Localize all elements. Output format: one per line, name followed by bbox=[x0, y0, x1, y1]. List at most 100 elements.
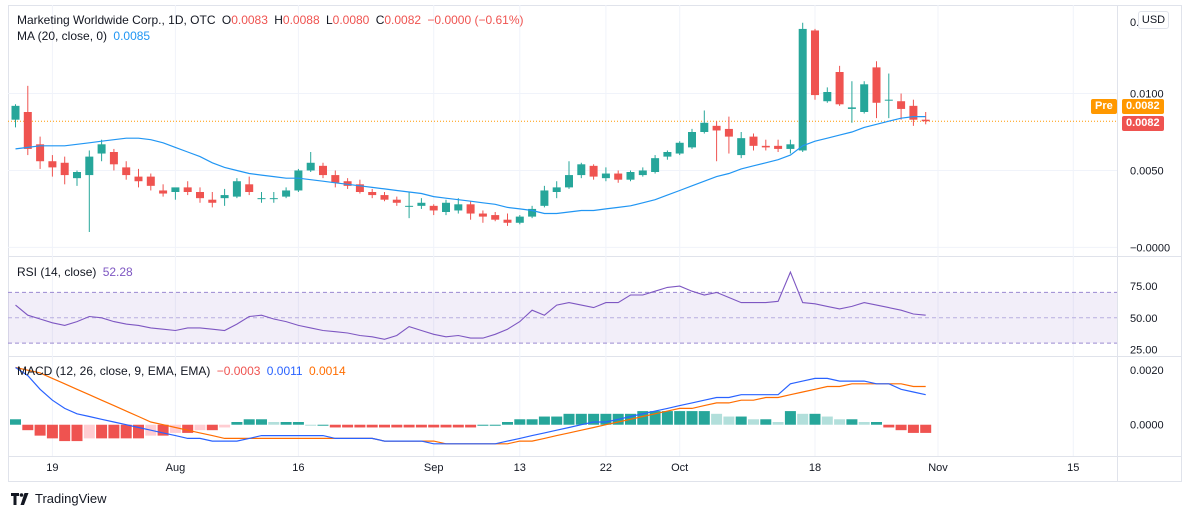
macd-histogram-bar bbox=[563, 413, 575, 425]
macd-legend-macd: 0.0011 bbox=[266, 364, 303, 378]
candle-body bbox=[626, 172, 635, 180]
price-axis-label: −0.0000 bbox=[1130, 242, 1170, 254]
macd-histogram-bar bbox=[883, 424, 895, 428]
ma-line bbox=[15, 115, 926, 215]
rsi-legend-value: 52.28 bbox=[102, 265, 133, 279]
candle-body bbox=[319, 165, 327, 176]
low-value: 0.0080 bbox=[332, 13, 370, 27]
close-label: C bbox=[375, 13, 385, 27]
macd-histogram-bar bbox=[108, 424, 120, 439]
open-value: 0.0083 bbox=[231, 13, 268, 27]
candle-body bbox=[798, 28, 807, 151]
price-axis-label: 0.0050 bbox=[1130, 165, 1164, 177]
macd-histogram-bar bbox=[120, 424, 132, 439]
ma-legend: MA (20, close, 0) 0.0085 bbox=[17, 29, 153, 43]
candle-body bbox=[282, 190, 291, 197]
macd-histogram-bar bbox=[157, 424, 169, 436]
macd-histogram-bar bbox=[661, 411, 673, 425]
candle-body bbox=[651, 158, 660, 172]
candle-body bbox=[36, 144, 45, 162]
macd-histogram-bar bbox=[440, 424, 452, 428]
candle-body bbox=[860, 84, 869, 112]
macd-histogram-bar bbox=[538, 416, 550, 425]
macd-histogram-bar bbox=[637, 411, 649, 425]
candle-body bbox=[552, 187, 561, 192]
candle-body bbox=[835, 72, 844, 105]
macd-histogram-bar bbox=[489, 424, 501, 426]
symbol-title: Marketing Worldwide Corp., 1D, OTC bbox=[17, 13, 216, 27]
time-axis-label: Aug bbox=[166, 462, 186, 474]
macd-histogram-bar bbox=[809, 413, 821, 425]
time-axis-label: Oct bbox=[671, 462, 688, 474]
candle-body bbox=[847, 107, 856, 109]
time-axis-label: Sep bbox=[424, 462, 444, 474]
macd-histogram-bar bbox=[477, 424, 489, 426]
macd-histogram-bar bbox=[329, 424, 341, 428]
macd-histogram-bar bbox=[268, 422, 280, 425]
candle-body bbox=[577, 164, 586, 176]
macd-histogram-bar bbox=[206, 424, 218, 431]
macd-histogram-bar bbox=[243, 419, 255, 425]
macd-histogram-bar bbox=[526, 419, 538, 425]
candle-body bbox=[306, 162, 315, 171]
candle-body bbox=[368, 192, 377, 196]
macd-histogram-bar bbox=[575, 413, 587, 425]
candle-body bbox=[269, 198, 278, 200]
macd-histogram-bar bbox=[96, 424, 108, 439]
candle-body bbox=[294, 170, 303, 191]
macd-legend: MACD (12, 26, close, 9, EMA, EMA) −0.000… bbox=[17, 364, 349, 378]
macd-histogram-bar bbox=[760, 419, 772, 425]
time-axis-label: 22 bbox=[600, 462, 612, 474]
currency-button[interactable]: USD bbox=[1138, 11, 1169, 29]
candle-body bbox=[786, 144, 795, 149]
low-label: L bbox=[325, 13, 333, 27]
candle-body bbox=[196, 192, 204, 199]
macd-histogram-bar bbox=[71, 424, 83, 442]
candle-body bbox=[503, 219, 512, 223]
macd-histogram-bar bbox=[231, 422, 243, 425]
macd-histogram-bar bbox=[588, 413, 600, 425]
candle-body bbox=[380, 195, 389, 200]
candle-body bbox=[614, 173, 623, 180]
candle-body bbox=[811, 30, 819, 96]
rsi-axis-label: 50.00 bbox=[1130, 313, 1158, 325]
candle-body bbox=[343, 181, 352, 186]
candle-body bbox=[159, 190, 168, 194]
footer-brand-name: TradingView bbox=[35, 491, 107, 506]
macd-histogram-bar bbox=[428, 424, 440, 428]
macd-histogram-bar bbox=[465, 424, 477, 428]
candle-body bbox=[245, 184, 254, 192]
macd-axis-label: 0.0020 bbox=[1130, 365, 1164, 377]
candle-body bbox=[466, 204, 475, 214]
macd-histogram-bar bbox=[821, 416, 833, 425]
candle-body bbox=[884, 99, 893, 101]
macd-histogram-bar bbox=[83, 424, 95, 439]
ma-legend-label: MA (20, close, 0) bbox=[17, 29, 108, 43]
candle-body bbox=[688, 132, 696, 148]
high-value: 0.0088 bbox=[282, 13, 320, 27]
macd-histogram-bar bbox=[907, 424, 919, 433]
macd-legend-label: MACD (12, 26, close, 9, EMA, EMA) bbox=[17, 364, 211, 378]
candle-body bbox=[73, 172, 81, 179]
footer-branding[interactable]: TradingView bbox=[11, 491, 107, 506]
macd-histogram-bar bbox=[772, 422, 784, 425]
rsi-axis-label: 75.00 bbox=[1130, 281, 1158, 293]
change-value: −0.0000 (−0.61%) bbox=[427, 13, 524, 27]
macd-histogram-bar bbox=[551, 416, 563, 425]
pre-market-label: Pre bbox=[1091, 99, 1117, 114]
rsi-legend: RSI (14, close) 52.28 bbox=[17, 265, 136, 279]
macd-histogram-bar bbox=[305, 424, 317, 426]
candle-body bbox=[823, 92, 832, 102]
candle-body bbox=[85, 156, 94, 176]
candle-body bbox=[183, 187, 192, 192]
macd-histogram-bar bbox=[34, 424, 46, 436]
candle-body bbox=[601, 173, 610, 179]
candle-body bbox=[48, 161, 57, 168]
candle-body bbox=[454, 204, 463, 211]
macd-histogram-bar bbox=[748, 419, 759, 425]
candle-body bbox=[774, 145, 783, 149]
macd-histogram-bar bbox=[920, 424, 932, 433]
candle-body bbox=[429, 205, 438, 211]
candle-body bbox=[208, 199, 217, 203]
